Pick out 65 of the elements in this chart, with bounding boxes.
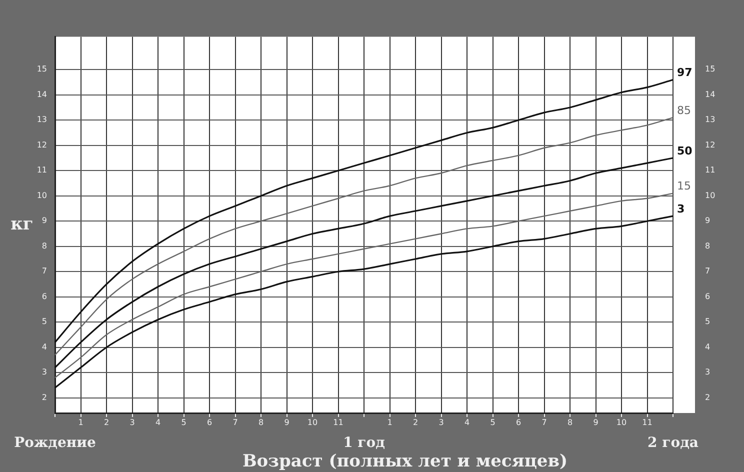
line-series	[54, 192, 674, 378]
y-tick-label: 14	[36, 90, 47, 99]
y2-tick-label: 5	[705, 317, 710, 326]
y-tick-label: 9	[42, 216, 47, 226]
y2-tick-label: 14	[705, 90, 716, 99]
y2-tick-label: 8	[705, 241, 710, 250]
x-tick-label: 11	[333, 418, 344, 427]
line-series	[54, 215, 674, 389]
x-tick-label: 1 год	[343, 434, 385, 451]
x-tick-label: 3	[130, 418, 135, 427]
x-tick-label: 5	[181, 418, 186, 427]
x-tick-label: 9	[593, 418, 598, 427]
x-tick-label: 5	[490, 418, 496, 427]
y-tick-label: 12	[36, 140, 47, 150]
x-tick-label: 10	[616, 418, 627, 427]
x-tick-label: 7	[542, 418, 547, 427]
y-tick-label: 11	[36, 166, 47, 175]
x-tick-label: 8	[567, 418, 573, 427]
y2-tick-label: 12	[705, 140, 716, 150]
series-label: 50	[677, 144, 693, 158]
series-label: 85	[677, 104, 691, 117]
y-tick-label: 2	[42, 392, 47, 402]
y2-tick-label: 6	[705, 292, 710, 301]
y-tick-label: 15	[36, 64, 47, 74]
y-tick-label: 8	[42, 241, 47, 250]
series-label: 97	[677, 66, 692, 80]
y2-tick-label: 7	[705, 266, 710, 276]
y-tick-label: 6	[42, 292, 47, 301]
y2-tick-label: 10	[705, 190, 716, 200]
y-tick-label: 4	[42, 342, 47, 352]
y-tick-label: 13	[36, 115, 47, 124]
y2-tick-label: 4	[705, 342, 710, 352]
y2-tick-label: 13	[705, 115, 716, 124]
x-tick-label: 6	[516, 418, 522, 427]
x-tick-label: 2	[104, 418, 110, 427]
y-tick-label: 5	[42, 317, 47, 326]
x-tick-label: 2 года	[648, 434, 698, 451]
x-tick-label: 4	[155, 418, 161, 427]
x-tick-label: 11	[642, 418, 652, 427]
x-tick-label: 1	[78, 418, 84, 427]
y-axis-title: кг	[10, 214, 34, 234]
y-tick-label: 3	[42, 368, 47, 377]
x-tick-label: 2	[412, 418, 418, 427]
y2-tick-label: 2	[705, 392, 710, 402]
y-tick-label: 10	[36, 190, 47, 200]
x-tick-label: 7	[232, 418, 238, 427]
x-tick-label: 9	[284, 418, 290, 427]
y-tick-label: 7	[42, 266, 47, 276]
x-tick-label: 8	[258, 418, 264, 427]
series-label: 15	[677, 180, 691, 193]
y2-tick-label: 9	[705, 216, 710, 226]
x-tick-label: 1	[387, 418, 392, 427]
x-axis-title: Возраст (полных лет и месяцев)	[242, 451, 568, 472]
line-series	[54, 78, 674, 344]
x-tick-label: Рождение	[14, 434, 96, 451]
series-label: 3	[677, 202, 685, 216]
x-tick-label: 4	[464, 418, 470, 427]
y2-tick-label: 3	[705, 368, 710, 377]
x-tick-label: 10	[307, 418, 318, 427]
line-series	[54, 116, 674, 356]
x-tick-label: 3	[438, 418, 444, 427]
line-series	[54, 157, 674, 368]
x-tick-label: 6	[206, 418, 212, 427]
y2-tick-label: 11	[705, 166, 716, 175]
y2-tick-label: 15	[705, 64, 716, 74]
